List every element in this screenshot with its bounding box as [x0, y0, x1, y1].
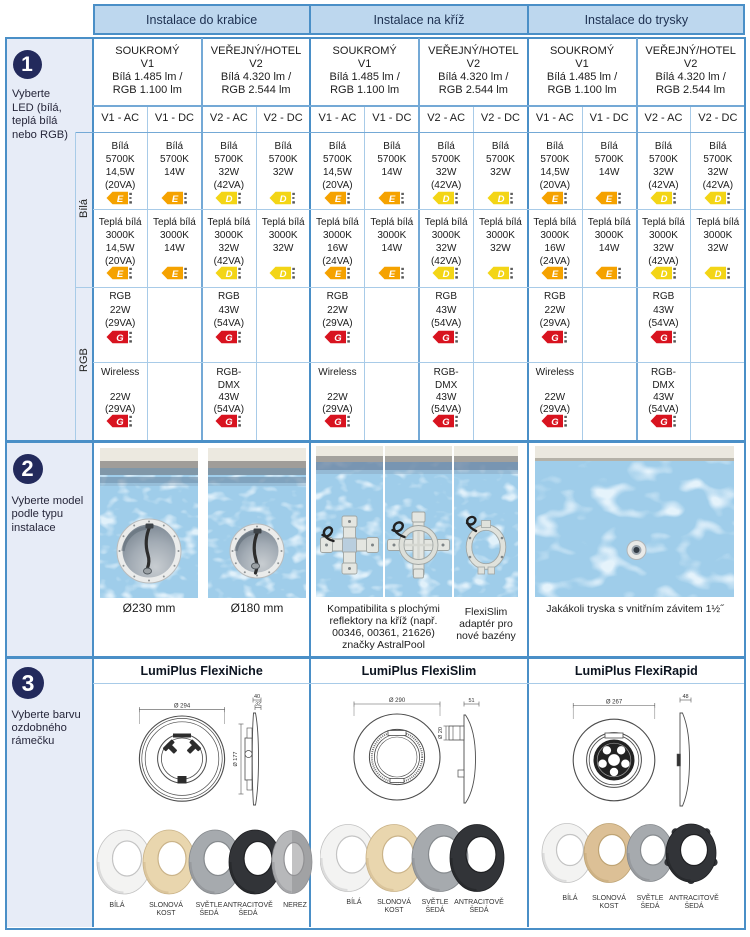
svg-text:D: D	[280, 194, 287, 205]
svg-text:D: D	[443, 194, 450, 205]
svg-text:D: D	[660, 194, 667, 205]
svg-text:G: G	[225, 417, 233, 428]
svg-text:G: G	[442, 333, 450, 344]
svg-text:D: D	[280, 269, 287, 280]
svg-text:D: D	[225, 194, 232, 205]
svg-text:E: E	[334, 194, 341, 205]
svg-text:E: E	[117, 269, 124, 280]
svg-text:D: D	[660, 269, 667, 280]
svg-text:48: 48	[682, 694, 688, 700]
svg-text:E: E	[334, 269, 341, 280]
svg-text:E: E	[606, 194, 613, 205]
svg-text:G: G	[334, 333, 342, 344]
svg-text:E: E	[171, 194, 178, 205]
svg-text:D: D	[497, 194, 504, 205]
svg-text:Ø 267: Ø 267	[606, 700, 623, 706]
svg-text:D: D	[714, 269, 721, 280]
svg-text:G: G	[660, 333, 668, 344]
svg-text:G: G	[551, 333, 559, 344]
svg-text:Ø 294: Ø 294	[174, 704, 191, 710]
svg-text:G: G	[116, 333, 124, 344]
svg-text:G: G	[442, 417, 450, 428]
svg-text:32: 32	[255, 702, 261, 708]
svg-text:Ø 20: Ø 20	[438, 727, 444, 739]
svg-text:D: D	[225, 269, 232, 280]
svg-text:G: G	[334, 417, 342, 428]
svg-text:E: E	[606, 269, 613, 280]
svg-text:E: E	[552, 269, 559, 280]
svg-text:E: E	[389, 269, 396, 280]
svg-text:E: E	[171, 269, 178, 280]
svg-text:D: D	[497, 269, 504, 280]
svg-text:D: D	[443, 269, 450, 280]
svg-text:G: G	[551, 417, 559, 428]
svg-text:G: G	[660, 417, 668, 428]
svg-text:D: D	[714, 194, 721, 205]
svg-text:E: E	[117, 194, 124, 205]
svg-text:40: 40	[254, 694, 260, 700]
svg-text:Ø 177: Ø 177	[233, 752, 239, 767]
svg-text:E: E	[389, 194, 396, 205]
svg-text:Ø 290: Ø 290	[389, 698, 406, 704]
svg-text:E: E	[552, 194, 559, 205]
svg-text:G: G	[225, 333, 233, 344]
svg-text:G: G	[116, 417, 124, 428]
svg-text:51: 51	[468, 698, 474, 704]
